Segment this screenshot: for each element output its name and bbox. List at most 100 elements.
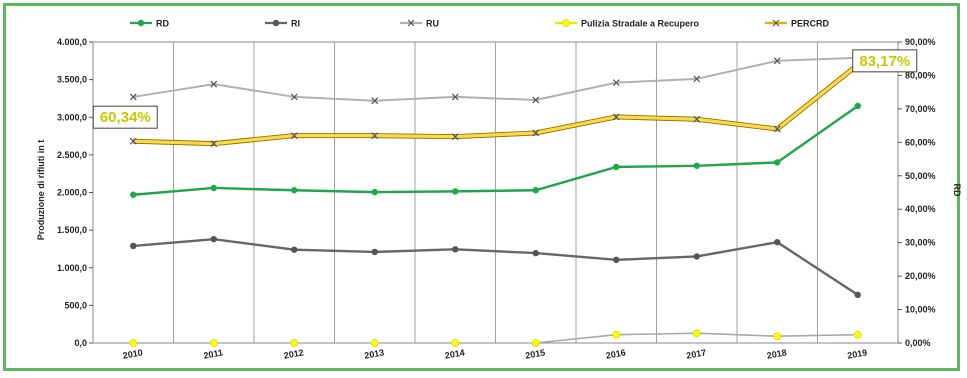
legend-item: PERCRD	[765, 19, 830, 29]
y2-tick-label: 80,00%	[905, 70, 936, 80]
marker-stroke	[532, 129, 540, 137]
x-tick-label: 2016	[605, 347, 626, 360]
x-tick-label: 2018	[766, 347, 787, 360]
marker-stroke	[129, 137, 137, 145]
data-point	[210, 80, 218, 88]
callout-label: 60,34%	[100, 109, 151, 126]
data-point	[290, 132, 298, 140]
y2-tick-label: 90,00%	[905, 37, 936, 47]
x-tick-label: 2011	[203, 347, 224, 360]
data-point	[371, 248, 378, 256]
y-tick-label: 0,0	[74, 338, 87, 348]
marker-stroke	[371, 132, 379, 140]
legend-label: PERCRD	[791, 19, 830, 29]
data-point	[854, 102, 861, 110]
y-tick-label: 3.500,0	[57, 75, 87, 85]
series-rd	[130, 102, 861, 198]
data-point	[531, 339, 540, 347]
data-point	[532, 187, 539, 194]
y-tick-label: 4.000,0	[57, 37, 87, 47]
series-line	[133, 104, 859, 196]
data-point	[129, 93, 137, 101]
data-point	[773, 125, 781, 133]
y2-axis-title: RD	[952, 184, 962, 197]
data-point	[774, 159, 781, 166]
series-line	[133, 56, 858, 102]
series-line	[133, 237, 859, 296]
x-tick-label: 2012	[283, 347, 304, 360]
callout-box	[92, 105, 158, 129]
data-point	[129, 137, 137, 145]
legend-item: Pulizia Stradale a Recupero	[555, 19, 700, 29]
series-line	[133, 63, 859, 146]
data-point	[129, 339, 138, 347]
legend-item: RD	[130, 19, 169, 29]
data-callouts: 60,34% 83,17%	[92, 49, 918, 129]
y-tick-label: 1.000,0	[57, 263, 87, 273]
y2-tick-label: 30,00%	[905, 238, 936, 248]
data-point	[693, 253, 700, 260]
y-tick-label: 2.500,0	[57, 150, 87, 160]
y2-tick-label: 20,00%	[905, 271, 936, 281]
y2-tick-label: 40,00%	[905, 204, 936, 214]
legend-marker	[407, 19, 415, 27]
data-point	[452, 188, 459, 195]
data-point	[371, 132, 379, 140]
data-point	[774, 238, 781, 246]
callout-box	[852, 49, 918, 73]
x-tick-label: 2019	[846, 347, 867, 360]
data-point	[854, 291, 861, 299]
x-tick-label: 2013	[363, 347, 384, 360]
legend-label: Pulizia Stradale a Recupero	[581, 19, 700, 29]
data-point	[853, 330, 862, 339]
marker-stroke	[612, 113, 620, 121]
legend-label: RD	[156, 19, 169, 29]
data-point	[370, 339, 379, 347]
data-point	[209, 339, 218, 347]
legend-label: RI	[291, 19, 300, 29]
y2-tick-label: 10,00%	[905, 305, 936, 315]
data-point	[291, 246, 298, 253]
marker-stroke	[451, 133, 459, 141]
marker-stroke	[290, 93, 298, 101]
data-point	[693, 115, 701, 123]
legend: RD RI RU Pulizia Stradale a Recupero PERCRD	[130, 19, 830, 29]
data-point	[210, 140, 218, 148]
data-point	[290, 339, 299, 347]
y-tick-label: 1.500,0	[57, 225, 87, 235]
marker-stroke	[451, 93, 459, 101]
data-point	[130, 191, 137, 198]
data-point	[613, 163, 620, 171]
grid-lines	[92, 41, 899, 344]
marker-stroke	[532, 96, 540, 104]
legend-item: RU	[400, 19, 439, 29]
data-point	[290, 93, 298, 101]
marker-stroke	[210, 80, 218, 88]
chart-series	[129, 54, 862, 347]
legend-marker	[562, 19, 570, 27]
data-point	[612, 79, 620, 87]
marker-stroke	[371, 97, 379, 105]
marker-stroke	[612, 79, 620, 87]
marker-stroke	[773, 57, 781, 65]
x-tick-label: 2014	[444, 347, 465, 360]
y2-tick-label: 60,00%	[905, 137, 936, 147]
series-percrd	[129, 61, 862, 148]
data-point	[693, 162, 700, 169]
y2-tick-label: 50,00%	[905, 171, 936, 181]
data-point	[371, 188, 378, 196]
data-point	[291, 187, 298, 194]
marker-stroke	[129, 93, 137, 101]
data-point	[451, 339, 460, 347]
y2-tick-label: 0,00%	[905, 338, 931, 348]
legend-item: RI	[265, 19, 300, 29]
data-point	[451, 93, 459, 101]
callout: 60,34%	[92, 105, 158, 129]
data-point	[210, 235, 217, 243]
series-ri	[130, 235, 861, 299]
data-point	[613, 256, 620, 264]
marker-stroke	[210, 140, 218, 148]
x-tick-label: 2010	[122, 347, 143, 360]
y2-tick-label: 70,00%	[905, 104, 936, 114]
data-point	[210, 184, 217, 192]
